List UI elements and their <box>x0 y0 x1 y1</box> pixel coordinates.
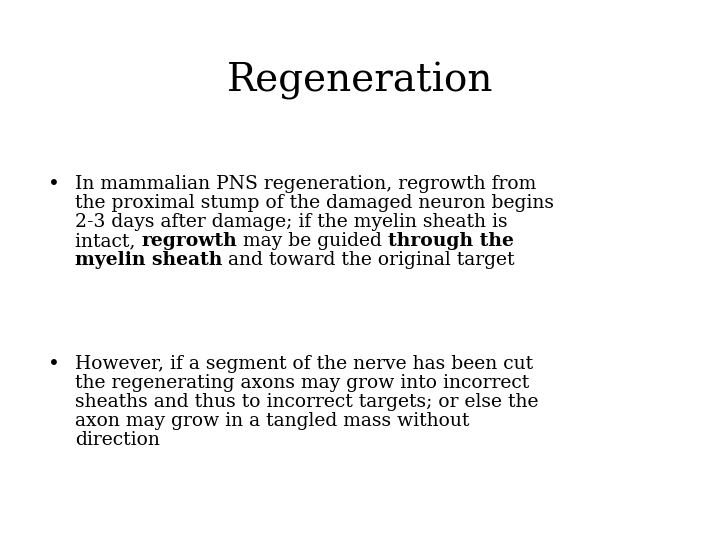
Text: direction: direction <box>75 431 160 449</box>
Text: sheaths and thus to incorrect targets; or else the: sheaths and thus to incorrect targets; o… <box>75 393 539 411</box>
Text: intact,: intact, <box>75 232 141 250</box>
Text: through the: through the <box>388 232 514 250</box>
Text: may be guided: may be guided <box>237 232 388 250</box>
Text: the regenerating axons may grow into incorrect: the regenerating axons may grow into inc… <box>75 374 529 392</box>
Text: Regeneration: Regeneration <box>227 62 493 100</box>
Text: myelin sheath: myelin sheath <box>75 251 222 269</box>
Text: axon may grow in a tangled mass without: axon may grow in a tangled mass without <box>75 412 469 430</box>
Text: In mammalian PNS regeneration, regrowth from: In mammalian PNS regeneration, regrowth … <box>75 175 536 193</box>
Text: •: • <box>48 175 60 194</box>
Text: and toward the original target: and toward the original target <box>222 251 515 269</box>
Text: •: • <box>48 355 60 374</box>
Text: regrowth: regrowth <box>141 232 237 250</box>
Text: 2-3 days after damage; if the myelin sheath is: 2-3 days after damage; if the myelin she… <box>75 213 508 231</box>
Text: the proximal stump of the damaged neuron begins: the proximal stump of the damaged neuron… <box>75 194 554 212</box>
Text: However, if a segment of the nerve has been cut: However, if a segment of the nerve has b… <box>75 355 533 373</box>
